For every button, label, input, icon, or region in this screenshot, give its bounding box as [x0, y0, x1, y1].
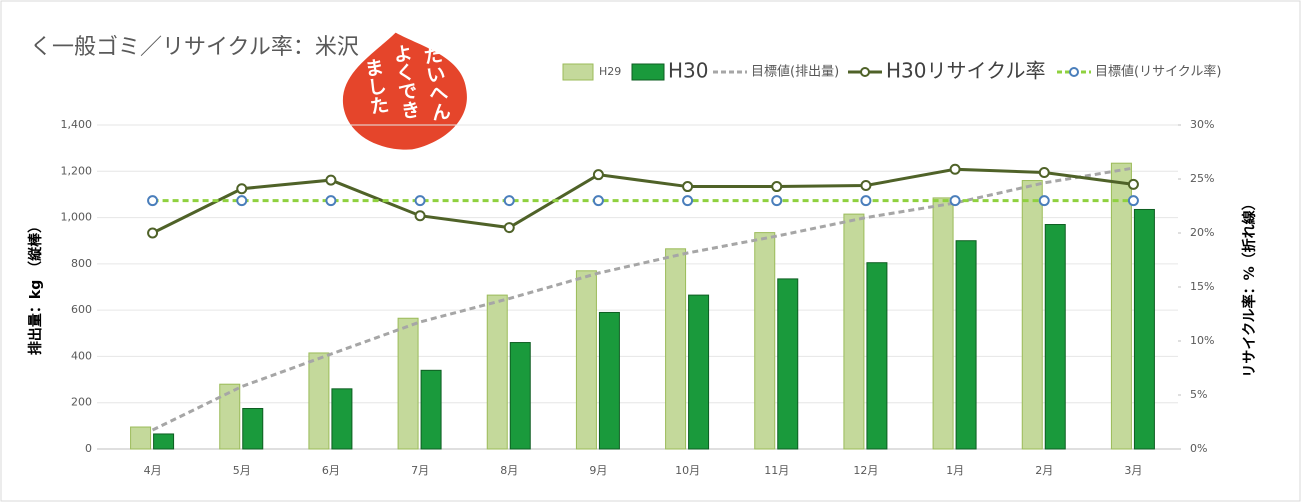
marker [414, 195, 426, 207]
y2-tick-label: 20% [1190, 226, 1214, 239]
y-tick-label: 400 [71, 349, 92, 362]
marker [860, 195, 872, 207]
bar [509, 342, 531, 450]
x-tick-label: 10月 [675, 464, 700, 477]
marker [682, 181, 694, 193]
marker [147, 227, 159, 239]
legend-label: H29 [599, 65, 621, 78]
legend-label: H30リサイクル率 [886, 59, 1046, 83]
bar [665, 248, 687, 450]
y2-tick-label: 30% [1190, 118, 1214, 131]
legend-label: 目標値(リサイクル率) [1095, 64, 1222, 80]
marker [414, 210, 426, 222]
y-axis-label: 排出量：kg （縦棒） [27, 219, 44, 355]
bar [242, 408, 264, 450]
bar [153, 433, 175, 450]
marker [592, 195, 604, 207]
marker [771, 195, 783, 207]
marker [236, 195, 248, 207]
y-tick-label: 800 [71, 257, 92, 270]
legend-label: H30 [668, 59, 709, 83]
marker [1038, 195, 1050, 207]
marker [682, 195, 694, 207]
y-tick-label: 600 [71, 303, 92, 316]
marker [1127, 178, 1139, 190]
y-tick-label: 1,400 [61, 118, 93, 131]
bar [130, 426, 152, 450]
marker [949, 195, 961, 207]
y2-tick-label: 10% [1190, 334, 1214, 347]
x-tick-label: 7月 [411, 464, 429, 477]
x-tick-label: 8月 [500, 464, 518, 477]
bar [575, 270, 597, 450]
stamp: たいへん よくでき ました [342, 32, 467, 150]
bar [777, 278, 799, 450]
y2-axis-label: リサイクル率：%（折れ線） [1241, 196, 1258, 377]
marker [503, 222, 515, 234]
bar [843, 213, 865, 450]
bar [1044, 224, 1066, 450]
y-tick-label: 1,200 [61, 164, 93, 177]
y-tick-label: 1,000 [61, 211, 93, 224]
bar [932, 197, 954, 450]
bar [486, 294, 508, 450]
marker [236, 183, 248, 195]
marker [1127, 195, 1139, 207]
bar [955, 240, 977, 450]
bar [308, 352, 330, 450]
bar [420, 369, 442, 450]
y2-tick-label: 5% [1190, 388, 1207, 401]
marker [325, 195, 337, 207]
bar [219, 383, 241, 450]
stamp-shape [342, 32, 467, 150]
marker [1038, 167, 1050, 179]
bar [331, 388, 353, 450]
bar [1021, 180, 1043, 450]
x-tick-label: 9月 [589, 464, 607, 477]
y-tick-label: 200 [71, 396, 92, 409]
legend-swatch [562, 63, 594, 81]
legend-swatch [631, 63, 665, 81]
marker [771, 181, 783, 193]
x-tick-label: 6月 [322, 464, 340, 477]
legend-label: 目標値(排出量) [751, 64, 839, 80]
y2-tick-label: 25% [1190, 172, 1214, 185]
y-tick-label: 0 [85, 442, 92, 455]
x-tick-label: 2月 [1035, 464, 1053, 477]
bar [754, 232, 776, 450]
bar [866, 262, 888, 450]
marker [147, 195, 159, 207]
bar [1110, 162, 1132, 450]
bar [397, 317, 419, 450]
legend-marker [860, 67, 870, 77]
marker [860, 179, 872, 191]
bar [1133, 208, 1155, 450]
x-tick-label: 3月 [1124, 464, 1142, 477]
legend-marker [1069, 67, 1079, 77]
line [151, 166, 1134, 432]
bar [688, 294, 710, 450]
y2-tick-label: 15% [1190, 280, 1214, 293]
line [151, 167, 1134, 235]
marker [325, 174, 337, 186]
marker [949, 163, 961, 175]
x-tick-label: 12月 [853, 464, 878, 477]
x-tick-label: 5月 [233, 464, 251, 477]
bar [598, 311, 620, 450]
x-tick-label: 1月 [946, 464, 964, 477]
x-tick-label: 11月 [764, 464, 789, 477]
marker [503, 195, 515, 207]
y2-tick-label: 0% [1190, 442, 1207, 455]
x-tick-label: 4月 [144, 464, 162, 477]
chart-title: く一般ゴミ／リサイクル率：米沢 [30, 35, 359, 60]
marker [592, 169, 604, 181]
